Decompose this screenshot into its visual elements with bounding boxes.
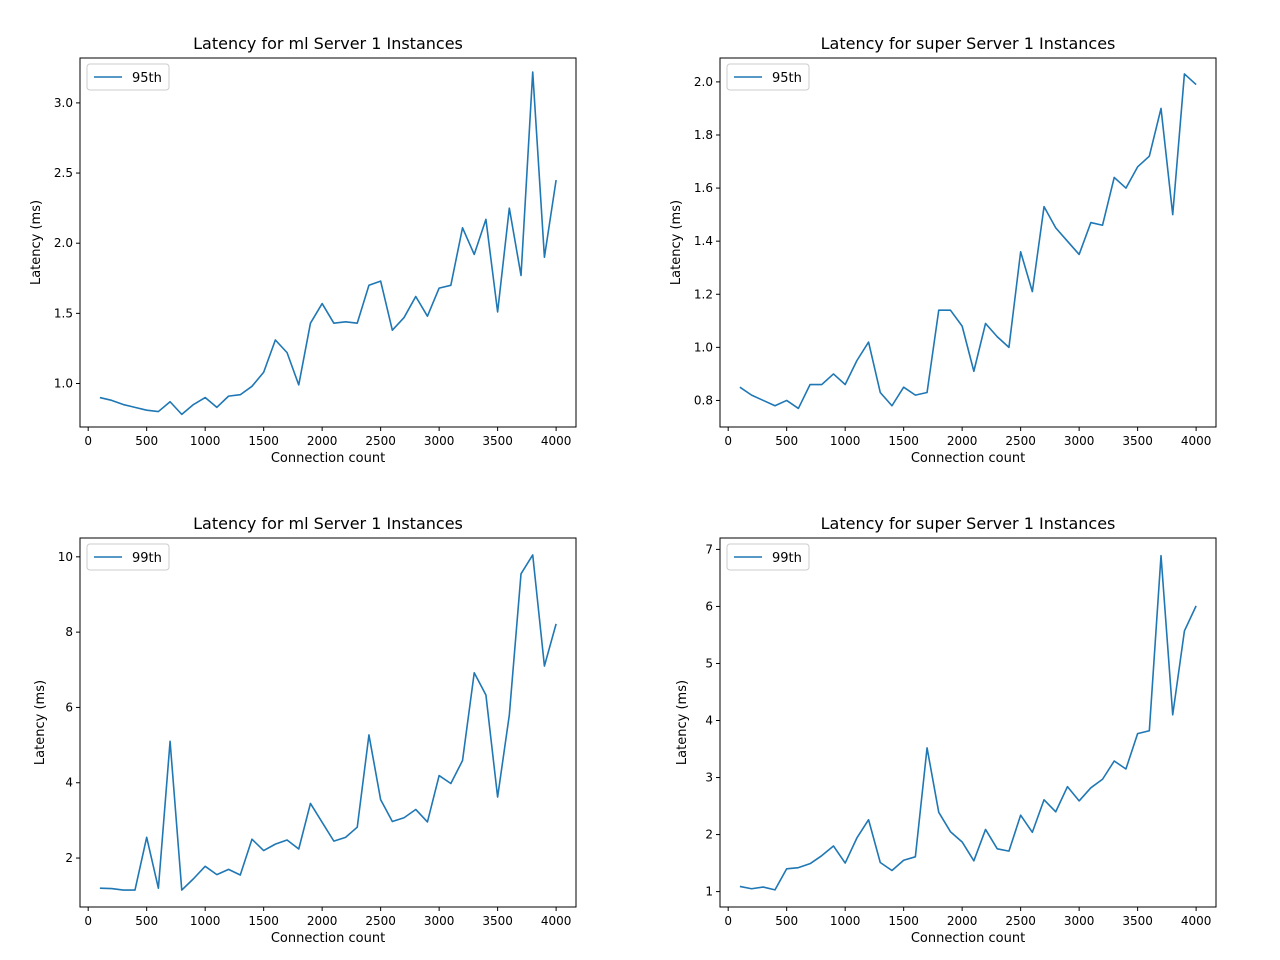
legend-label: 99th [772, 551, 802, 566]
y-tick-label: 4 [705, 714, 713, 728]
y-tick-label: 1.2 [694, 287, 713, 301]
legend-label: 95th [132, 71, 162, 86]
x-tick-label: 3500 [1122, 914, 1153, 928]
y-tick-label: 1.0 [694, 340, 713, 354]
y-tick-label: 2 [705, 828, 713, 842]
chart-panel-1: Latency for ml Server 1 Instances 0 500 100… [29, 34, 577, 466]
x-tick-label: 3500 [482, 914, 513, 928]
y-tick-label: 2.5 [54, 166, 73, 180]
y-tick-label: 1.4 [694, 234, 713, 248]
y-tick-label: 1.0 [54, 377, 73, 391]
x-tick-label: 3000 [424, 914, 455, 928]
x-tick-label: 4000 [1181, 914, 1212, 928]
axes-frame [79, 57, 577, 428]
x-axis-label: Connection count [911, 931, 1025, 946]
y-tick-label: 7 [705, 542, 713, 556]
chart-title: Latency for super Server 1 Instances [821, 34, 1116, 53]
chart-panel-4: Latency for super Server 1 Instances 0 500… [675, 514, 1217, 946]
x-tick-label: 2500 [1005, 914, 1036, 928]
y-tick-label: 3 [705, 771, 713, 785]
legend-label: 99th [132, 551, 162, 566]
x-tick-label: 0 [724, 434, 732, 448]
x-axis-label: Connection count [911, 451, 1025, 466]
x-tick-label: 0 [724, 914, 732, 928]
x-tick-label: 2500 [365, 434, 396, 448]
y-tick-label: 1.8 [694, 128, 713, 142]
x-tick-label: 4000 [1181, 434, 1212, 448]
y-tick-label: 6 [705, 599, 713, 613]
x-tick-label: 3000 [1064, 914, 1095, 928]
x-tick-label: 1500 [888, 434, 919, 448]
x-tick-label: 0 [84, 914, 92, 928]
x-tick-label: 1500 [888, 914, 919, 928]
y-tick-label: 5 [705, 656, 713, 670]
legend-box [726, 543, 810, 571]
x-tick-label: 2000 [307, 434, 338, 448]
series-line-95th [99, 71, 557, 416]
y-tick-label: 8 [65, 625, 73, 639]
y-tick-label: 1.5 [54, 306, 73, 320]
x-tick-label: 2000 [307, 914, 338, 928]
y-tick-label: 1 [705, 885, 713, 899]
chart-panel-2: Latency for super Server 1 Instances 0 500… [669, 34, 1217, 466]
y-tick-label: 2.0 [54, 236, 73, 250]
x-tick-label: 3500 [482, 434, 513, 448]
legend-box [86, 63, 170, 91]
x-tick-label: 500 [135, 434, 158, 448]
x-tick-label: 1000 [190, 914, 221, 928]
y-axis-label: Latency (ms) [675, 680, 690, 765]
x-tick-label: 500 [775, 434, 798, 448]
x-tick-label: 2000 [947, 434, 978, 448]
x-tick-label: 500 [775, 914, 798, 928]
legend-box [86, 543, 170, 571]
legend: 99th [86, 543, 170, 571]
x-tick-label: 3000 [424, 434, 455, 448]
x-tick-label: 3000 [1064, 434, 1095, 448]
series-line-99th [739, 554, 1197, 891]
chart-title: Latency for ml Server 1 Instances [193, 34, 463, 53]
y-axis-label: Latency (ms) [669, 200, 684, 285]
y-axis-label: Latency (ms) [33, 680, 48, 765]
x-axis-label: Connection count [271, 931, 385, 946]
x-tick-label: 500 [135, 914, 158, 928]
x-tick-label: 4000 [541, 434, 572, 448]
axes-frame [79, 537, 577, 908]
x-tick-label: 0 [84, 434, 92, 448]
x-axis-label: Connection count [271, 451, 385, 466]
y-tick-label: 3.0 [54, 96, 73, 110]
x-tick-label: 2000 [947, 914, 978, 928]
y-tick-label: 6 [65, 700, 73, 714]
x-tick-label: 2500 [1005, 434, 1036, 448]
x-tick-label: 1000 [190, 434, 221, 448]
x-tick-label: 4000 [541, 914, 572, 928]
x-tick-label: 1000 [830, 434, 861, 448]
legend-label: 95th [772, 71, 802, 86]
axes-frame [719, 57, 1217, 428]
series-line-95th [739, 73, 1197, 410]
y-tick-label: 0.8 [694, 393, 713, 407]
x-tick-label: 2500 [365, 914, 396, 928]
legend: 95th [86, 63, 170, 91]
x-tick-label: 1500 [248, 434, 279, 448]
x-tick-label: 3500 [1122, 434, 1153, 448]
y-tick-label: 10 [58, 550, 73, 564]
x-tick-label: 1000 [830, 914, 861, 928]
axes-frame [719, 537, 1217, 908]
chart-panel-3: Latency for ml Server 1 Instances 0 500 100… [33, 514, 577, 946]
chart-title: Latency for ml Server 1 Instances [193, 514, 463, 533]
y-tick-label: 2 [65, 851, 73, 865]
x-tick-label: 1500 [248, 914, 279, 928]
y-tick-label: 4 [65, 776, 73, 790]
y-tick-label: 2.0 [694, 75, 713, 89]
legend: 95th [726, 63, 810, 91]
legend-box [726, 63, 810, 91]
y-tick-label: 1.6 [694, 181, 713, 195]
y-axis-label: Latency (ms) [29, 200, 44, 285]
series-line-99th [99, 554, 557, 891]
chart-title: Latency for super Server 1 Instances [821, 514, 1116, 533]
legend: 99th [726, 543, 810, 571]
